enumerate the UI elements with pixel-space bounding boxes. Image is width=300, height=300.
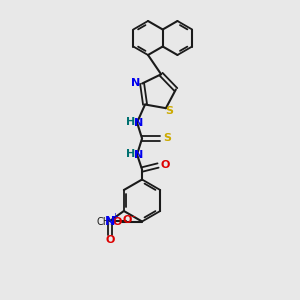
Text: -: -: [131, 211, 135, 221]
Text: H: H: [126, 116, 136, 127]
Text: O: O: [112, 217, 122, 226]
Text: N: N: [105, 214, 115, 227]
Text: N: N: [134, 118, 144, 128]
Text: O: O: [122, 215, 132, 225]
Text: S: S: [163, 133, 171, 142]
Text: N: N: [131, 77, 141, 88]
Text: S: S: [165, 106, 173, 116]
Text: O: O: [160, 160, 170, 170]
Text: CH₃: CH₃: [97, 217, 115, 226]
Text: +: +: [111, 212, 118, 220]
Text: H: H: [126, 148, 136, 158]
Text: O: O: [105, 235, 115, 245]
Text: N: N: [134, 149, 144, 160]
